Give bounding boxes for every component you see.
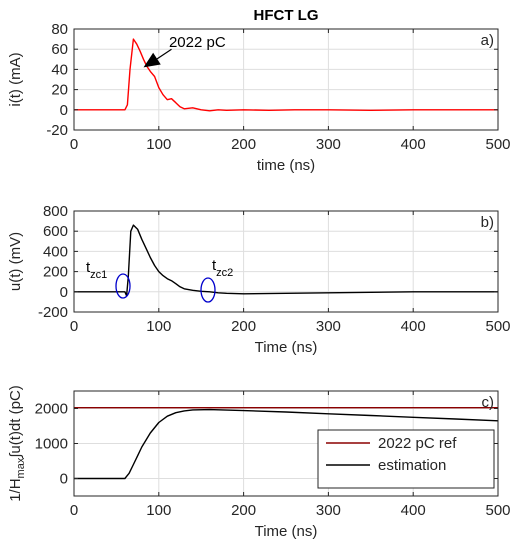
series-line-estimation xyxy=(74,408,499,480)
zero-crossing-marker xyxy=(115,273,131,299)
y-tick-label: 20 xyxy=(51,82,68,99)
figure-title: HFCT LG xyxy=(254,7,319,24)
zero-crossing-marker xyxy=(200,277,216,303)
series-line-a xyxy=(74,38,498,112)
x-axis-label: time (ns) xyxy=(257,157,315,174)
panel-c: 0 100 200 300 400 500 0 1000 2000 Time (ns) 1/Hmax… xyxy=(7,385,511,540)
y-tick-label: 2000 xyxy=(35,401,68,418)
y-axis-label-rest: ∫u(t)dt (pC) xyxy=(7,385,24,458)
y-tick-label: 0 xyxy=(60,284,68,301)
panel-label: a) xyxy=(481,32,494,49)
zero-crossing-label-main: t xyxy=(212,257,217,274)
y-axis-label: 1/Hmax∫u(t)dt (pC) xyxy=(7,385,27,502)
zero-crossing-label-main: t xyxy=(86,259,91,276)
x-tick-label: 200 xyxy=(231,318,256,335)
y-tick-label: -20 xyxy=(46,122,68,139)
x-tick-label: 100 xyxy=(146,318,171,335)
series-line-b xyxy=(74,224,498,297)
annotation-arrowhead xyxy=(143,52,161,68)
legend-entry-label: 2022 pC ref xyxy=(378,435,457,452)
legend-entry-label: estimation xyxy=(378,457,446,474)
x-tick-label: 200 xyxy=(231,136,256,153)
y-tick-label: 0 xyxy=(60,102,68,119)
y-axis-label-sub: max xyxy=(15,457,27,478)
y-tick-label: 600 xyxy=(43,223,68,240)
x-tick-label: 300 xyxy=(316,318,341,335)
y-tick-label: -200 xyxy=(38,304,68,321)
x-tick-label: 100 xyxy=(146,136,171,153)
zero-crossing-label: tzc2 xyxy=(212,257,233,279)
y-tick-label: 60 xyxy=(51,41,68,58)
y-tick-label: 80 xyxy=(51,21,68,38)
y-axis-label-main: 1/H xyxy=(7,478,24,501)
y-tick-label: 800 xyxy=(43,203,68,220)
y-tick-label: 200 xyxy=(43,264,68,281)
axes-box xyxy=(73,210,499,313)
x-tick-label: 500 xyxy=(485,318,510,335)
annotation-label: 2022 pC xyxy=(169,34,226,51)
y-tick-label: 400 xyxy=(43,243,68,260)
x-tick-label: 400 xyxy=(401,318,426,335)
zero-crossing-label: tzc1 xyxy=(86,259,107,281)
x-tick-label: 200 xyxy=(231,502,256,519)
x-axis-label: Time (ns) xyxy=(255,523,318,540)
panel-label: c) xyxy=(482,394,495,411)
x-tick-label: 0 xyxy=(70,502,78,519)
y-axis-label: i(t) (mA) xyxy=(7,52,24,106)
x-tick-label: 0 xyxy=(70,136,78,153)
x-tick-label: 300 xyxy=(316,136,341,153)
panel-label: b) xyxy=(481,214,494,231)
y-axis-label: u(t) (mV) xyxy=(7,232,24,291)
x-tick-label: 100 xyxy=(146,502,171,519)
y-tick-label: 0 xyxy=(60,471,68,488)
x-tick-label: 400 xyxy=(401,136,426,153)
x-axis-label: Time (ns) xyxy=(255,339,318,356)
x-tick-label: 0 xyxy=(70,318,78,335)
zero-crossing-label-sub: zc1 xyxy=(90,269,107,281)
x-tick-label: 500 xyxy=(485,136,510,153)
zero-crossing-label-sub: zc2 xyxy=(216,267,233,279)
x-tick-label: 300 xyxy=(316,502,341,519)
legend xyxy=(317,429,495,489)
axes-box xyxy=(73,28,499,131)
y-tick-label: 1000 xyxy=(35,436,68,453)
x-tick-label: 500 xyxy=(485,502,510,519)
y-tick-label: 40 xyxy=(51,61,68,78)
x-tick-label: 400 xyxy=(401,502,426,519)
